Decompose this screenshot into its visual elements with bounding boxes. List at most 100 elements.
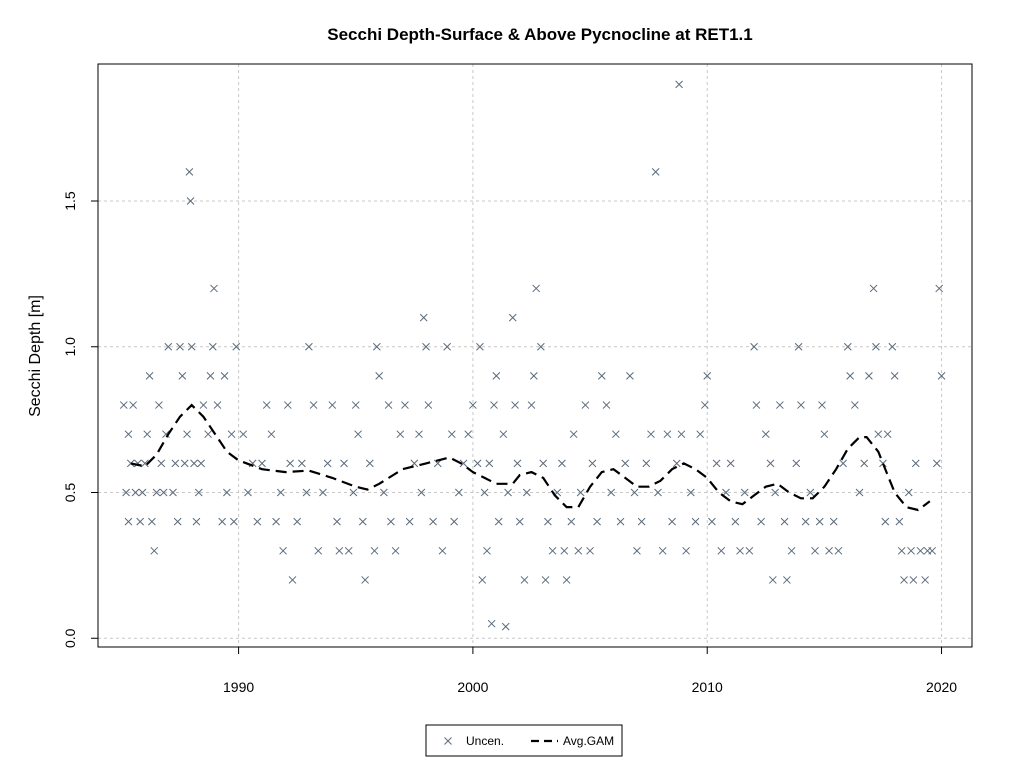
data-point (846, 372, 855, 380)
data-point (513, 459, 522, 468)
data-point (829, 517, 838, 526)
data-point (703, 372, 712, 380)
data-point (314, 546, 323, 555)
data-point (433, 459, 442, 468)
data-point (494, 517, 503, 526)
data-point (801, 517, 810, 526)
data-point (757, 517, 765, 526)
data-point (874, 430, 883, 439)
data-point (150, 546, 159, 555)
data-point (928, 546, 937, 555)
data-point (391, 546, 400, 555)
data-point (616, 517, 625, 526)
data-point (527, 401, 536, 409)
data-point (323, 459, 332, 468)
data-point (417, 488, 426, 497)
data-point (396, 430, 405, 439)
data-point (686, 488, 695, 497)
data-point (717, 546, 726, 555)
data-point (276, 488, 285, 497)
data-point (932, 459, 941, 468)
data-point (904, 488, 913, 497)
data-point (119, 401, 128, 409)
data-point (597, 372, 606, 380)
data-point (454, 488, 463, 497)
data-point (541, 576, 550, 584)
data-point (186, 197, 195, 205)
data-point (298, 459, 306, 468)
data-point (504, 488, 512, 497)
data-point (574, 546, 583, 555)
data-point (663, 430, 672, 439)
data-point (736, 546, 744, 555)
data-point (792, 459, 801, 468)
data-point (916, 546, 925, 555)
data-point (124, 430, 133, 439)
data-point (508, 313, 517, 322)
data-point (691, 517, 700, 526)
data-point (293, 517, 302, 526)
data-point (937, 372, 946, 380)
data-point (515, 517, 524, 526)
data-point (183, 430, 191, 439)
data-point (797, 401, 805, 409)
uncen-points (119, 80, 946, 631)
data-point (593, 517, 601, 526)
data-point (888, 342, 897, 351)
data-point (675, 80, 683, 89)
data-point (630, 488, 639, 497)
data-point (480, 488, 489, 497)
data-point (696, 430, 705, 439)
data-point (532, 284, 541, 293)
data-point (279, 546, 287, 555)
data-point (921, 576, 929, 584)
data-point (344, 546, 353, 555)
data-point (672, 459, 681, 468)
data-point (820, 430, 829, 439)
data-point (855, 488, 864, 497)
data-point (138, 488, 147, 497)
data-point (581, 401, 590, 409)
data-point (548, 546, 557, 555)
data-point (708, 517, 716, 526)
data-point (131, 488, 140, 497)
legend-label-uncen: Uncen. (466, 734, 504, 748)
data-point (776, 401, 784, 409)
data-point (476, 342, 484, 351)
data-point (469, 401, 477, 409)
data-point (319, 488, 327, 497)
data-point (206, 372, 215, 380)
data-point (358, 517, 367, 526)
data-point (750, 342, 758, 351)
data-point (726, 459, 735, 468)
data-point (843, 342, 852, 351)
data-point (879, 459, 887, 468)
data-point (450, 517, 459, 526)
data-point (806, 488, 815, 497)
data-point (815, 517, 824, 526)
data-point (218, 517, 227, 526)
data-point (164, 342, 173, 351)
data-point (771, 488, 780, 497)
data-point (478, 576, 487, 584)
data-point (145, 372, 154, 380)
data-point (473, 459, 482, 468)
data-point (258, 459, 266, 468)
data-point (783, 576, 791, 584)
data-point (825, 546, 833, 555)
data-point (283, 401, 292, 409)
data-point (380, 488, 388, 497)
data-point (152, 488, 161, 497)
data-point (309, 401, 318, 409)
x-tick-label: 2020 (926, 679, 957, 695)
data-point (157, 459, 166, 468)
data-point (900, 576, 908, 584)
legend-label-gam: Avg.GAM (563, 734, 614, 748)
data-point (190, 459, 198, 468)
data-point (173, 517, 182, 526)
data-point (935, 284, 944, 293)
data-point (560, 546, 569, 555)
data-point (897, 546, 906, 555)
data-point (621, 459, 630, 468)
